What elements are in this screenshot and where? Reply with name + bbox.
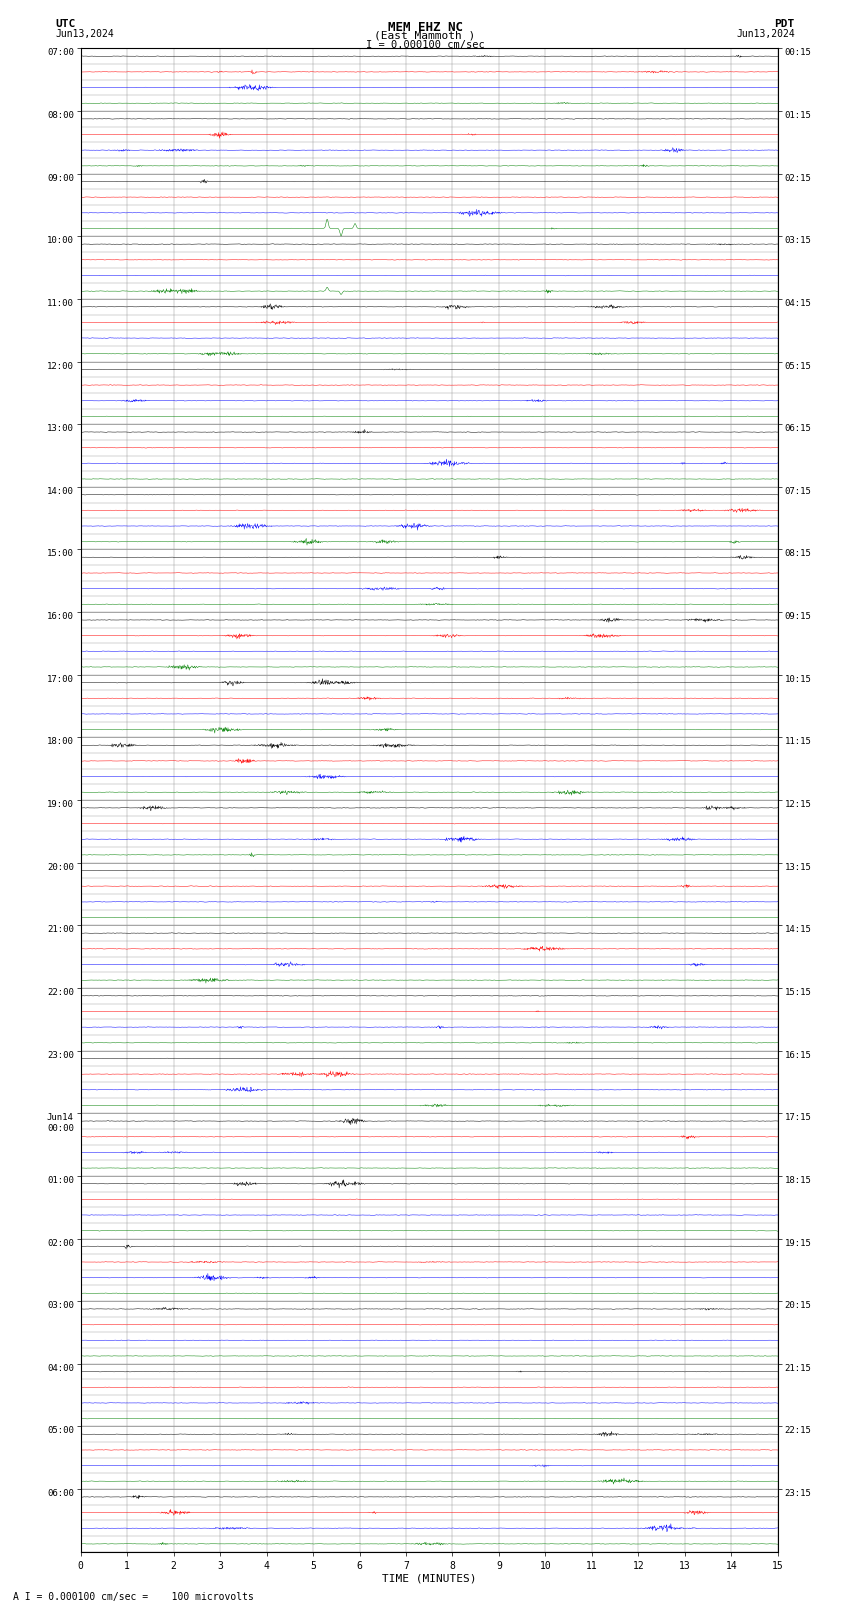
- Text: Jun13,2024: Jun13,2024: [736, 29, 795, 39]
- Text: MEM EHZ NC: MEM EHZ NC: [388, 21, 462, 34]
- Text: Jun13,2024: Jun13,2024: [55, 29, 114, 39]
- Text: I = 0.000100 cm/sec: I = 0.000100 cm/sec: [366, 40, 484, 50]
- Text: PDT: PDT: [774, 19, 795, 29]
- Text: A I = 0.000100 cm/sec =    100 microvolts: A I = 0.000100 cm/sec = 100 microvolts: [13, 1592, 253, 1602]
- X-axis label: TIME (MINUTES): TIME (MINUTES): [382, 1574, 477, 1584]
- Text: (East Mammoth ): (East Mammoth ): [374, 31, 476, 40]
- Text: UTC: UTC: [55, 19, 76, 29]
